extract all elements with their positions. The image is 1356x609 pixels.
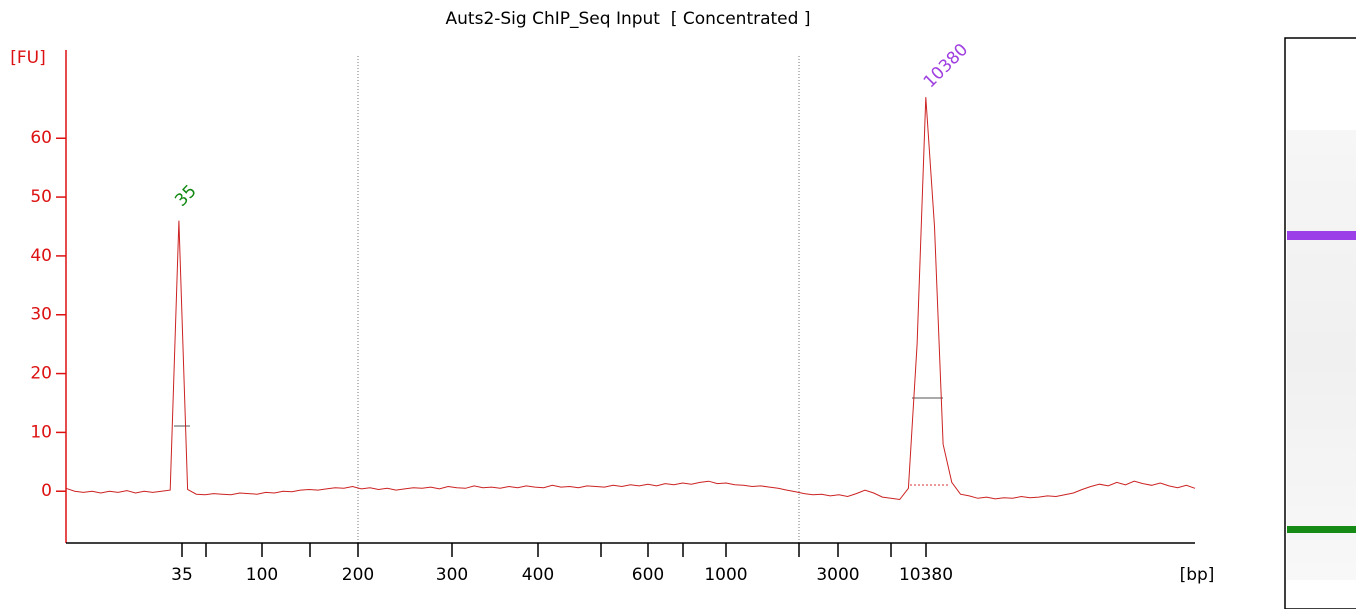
y-tick-label: 60 [30,128,52,148]
y-tick-label: 40 [30,246,52,266]
gel-band [1287,526,1356,533]
y-tick-label: 20 [30,364,52,384]
x-tick-label: 35 [171,565,193,585]
x-tick-label: 600 [632,565,664,585]
y-tick-label: 50 [30,187,52,207]
gel-lane [1284,37,1356,609]
x-axis-label: [bp] [1180,565,1215,585]
y-tick-label: 0 [41,481,52,501]
x-tick-label: 100 [246,565,278,585]
y-axis-label: [FU] [10,48,46,68]
x-tick-label: 200 [342,565,374,585]
chart-title: Auts2-Sig ChIP_Seq Input [ Concentrated … [446,9,811,29]
y-tick-label: 10 [30,422,52,442]
gel-band [1287,231,1356,240]
peak-label: 10380 [920,40,972,92]
y-tick-label: 30 [30,305,52,325]
x-tick-label: 3000 [816,565,859,585]
trace-line [65,97,1196,501]
x-tick-label: 300 [436,565,468,585]
x-tick-label: 1000 [704,565,747,585]
gel-background [1287,130,1356,580]
x-tick-label: 10380 [899,565,953,585]
x-tick-label: 400 [522,565,554,585]
peak-label: 35 [171,181,200,210]
